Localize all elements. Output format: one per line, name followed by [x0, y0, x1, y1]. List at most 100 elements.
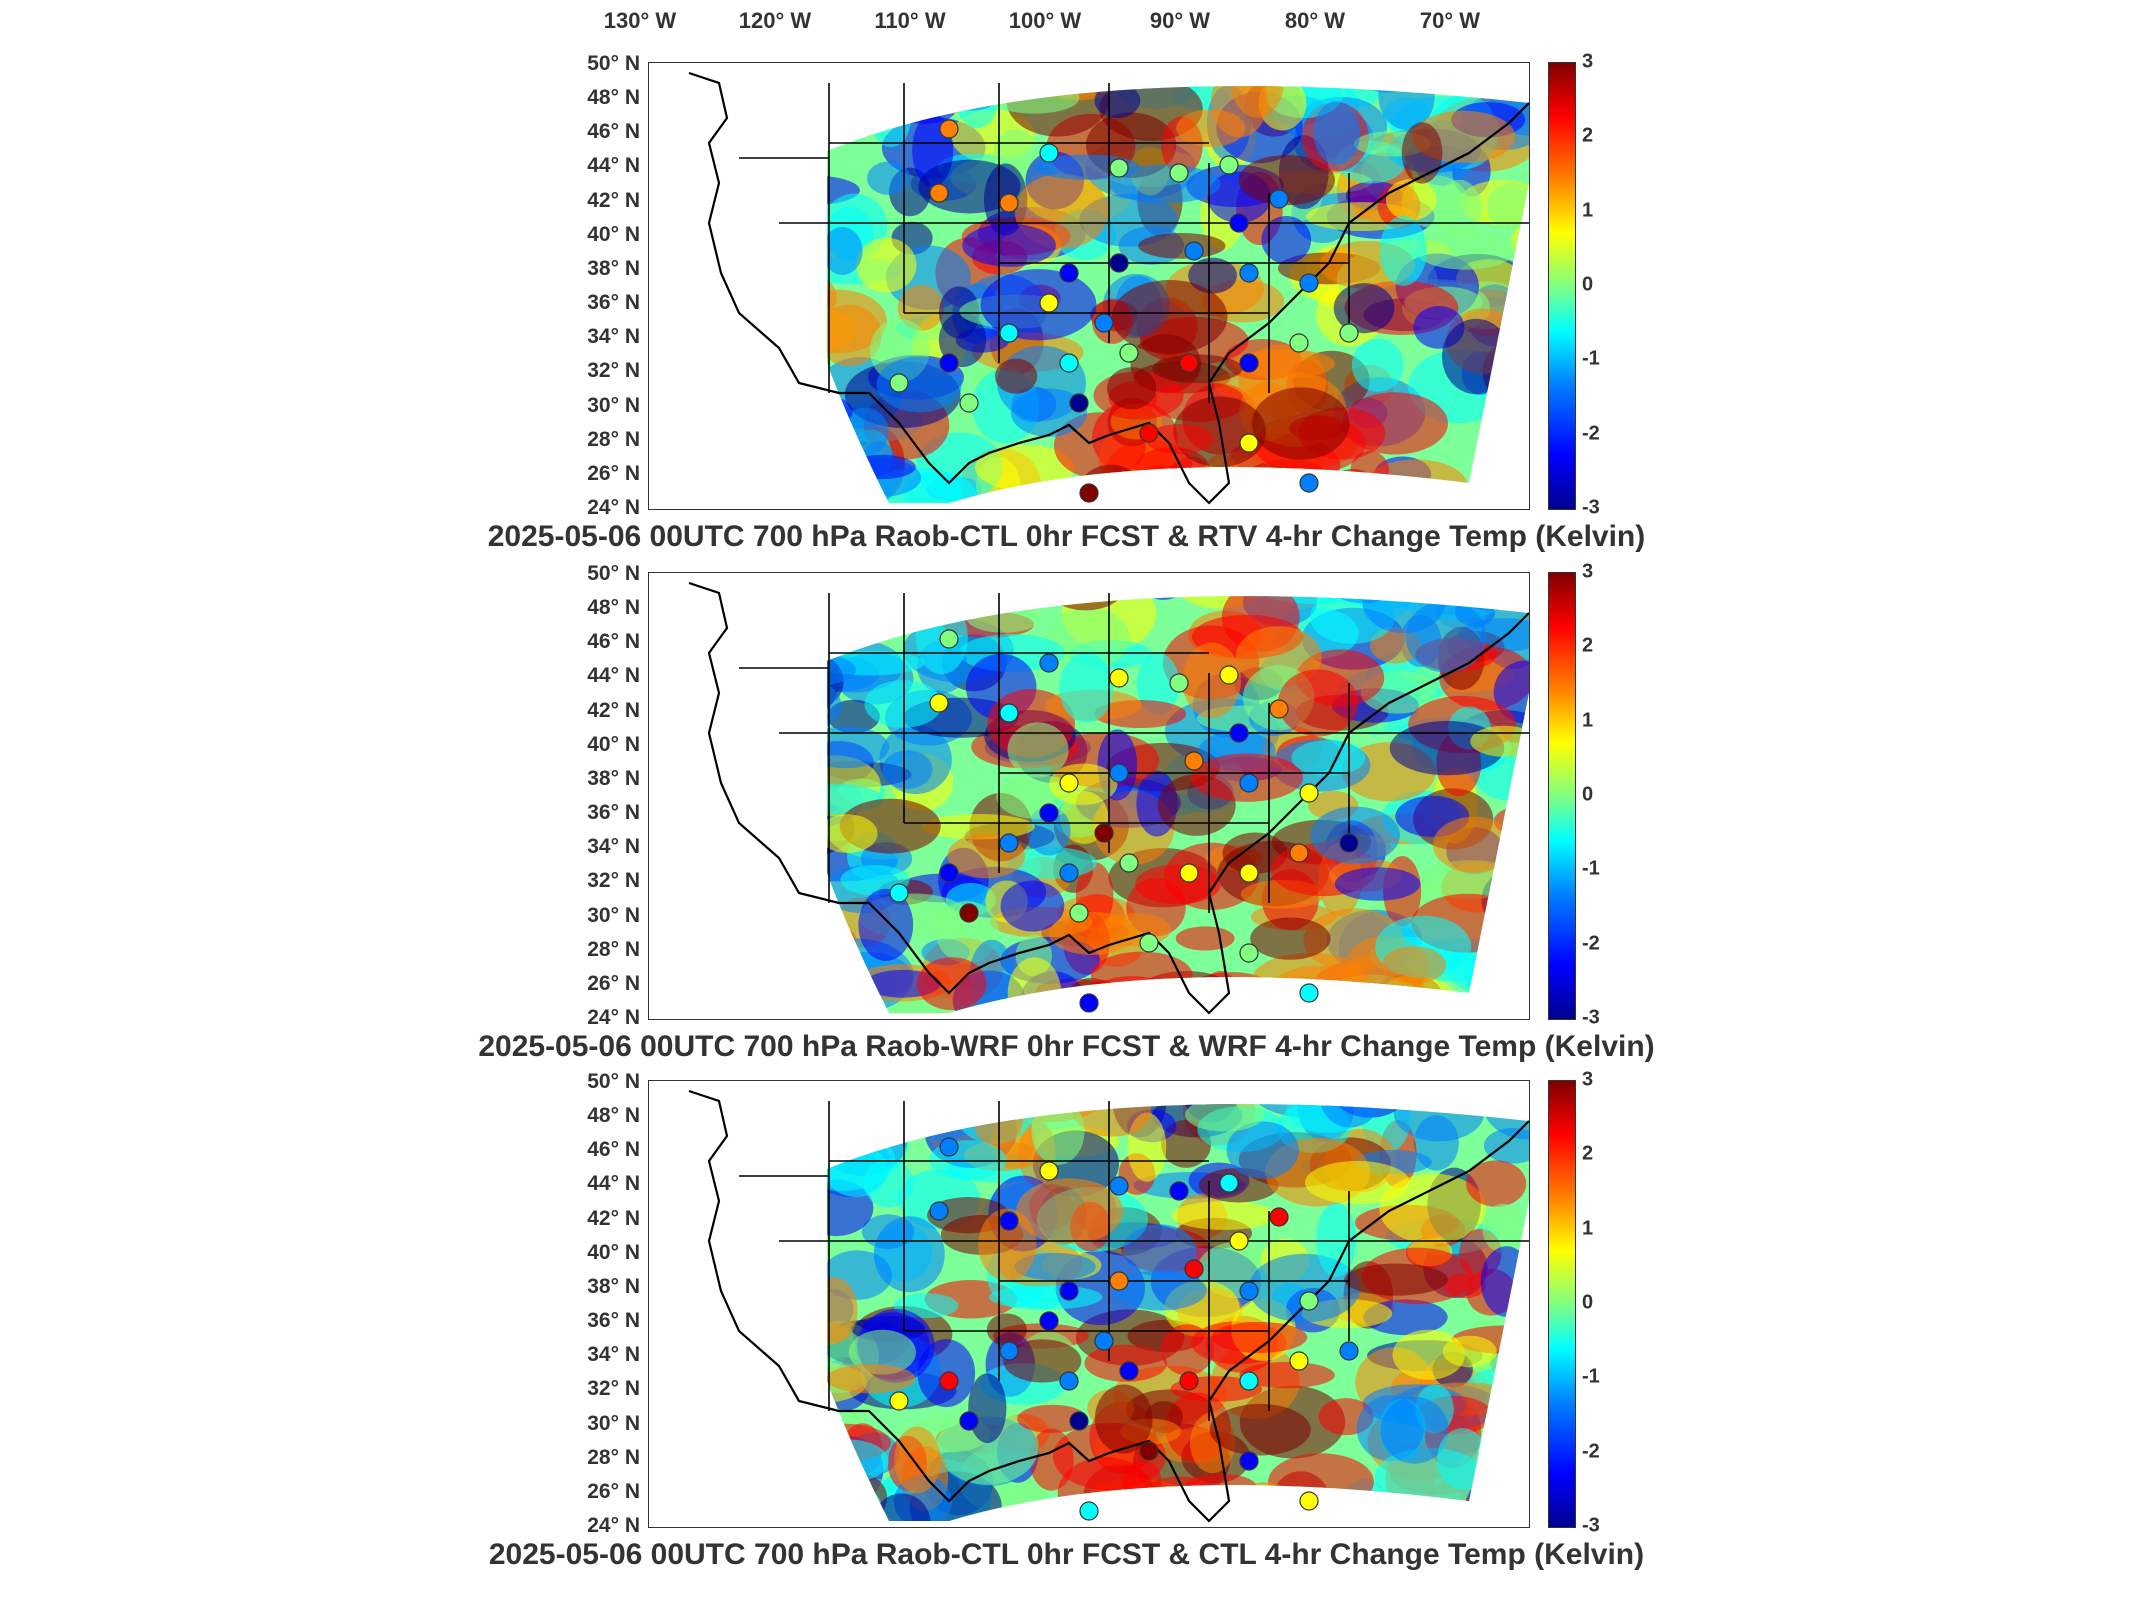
lat-tick-label: 46° N [587, 1138, 640, 1162]
raob-station-marker [1094, 823, 1114, 843]
lat-tick-label: 40° N [587, 222, 640, 246]
latitude-axis: 50° N 48° N 46° N 44° N 42° N 40° N 38° N 36° N… [560, 560, 640, 1030]
lat-tick-label: 34° N [587, 835, 640, 859]
lon-tick-label: 80° W [1284, 8, 1346, 33]
raob-station-marker [1119, 853, 1139, 873]
lat-tick-label: 38° N [587, 256, 640, 280]
colorbar-tick-label: 2 [1582, 634, 1594, 657]
lat-tick-label: 28° N [587, 1445, 640, 1469]
map-frame[interactable] [648, 1080, 1530, 1528]
raob-station-marker [1239, 433, 1259, 453]
panel-title: 2025-05-06 00UTC 700 hPa Raob-CTL 0hr FC… [487, 520, 1646, 553]
lon-tick-label: 110° W [874, 8, 946, 33]
map-frame[interactable] [648, 572, 1530, 1020]
raob-station-marker [1239, 863, 1259, 883]
raob-station-marker [1219, 1173, 1239, 1193]
raob-station-marker [1299, 273, 1319, 293]
raob-station-marker [1094, 1331, 1114, 1351]
map-frame[interactable] [648, 62, 1530, 510]
lat-tick-label: 46° N [587, 120, 640, 144]
colorbar-tick-label: -3 [1582, 496, 1600, 519]
colorbar [1548, 572, 1576, 1020]
raob-station-marker [999, 193, 1019, 213]
lat-tick-label: 42° N [587, 1206, 640, 1230]
raob-station-marker [1239, 263, 1259, 283]
lon-tick-label: 130° W [603, 8, 677, 33]
raob-station-marker [1339, 833, 1359, 853]
lon-tick-label: 70° W [1419, 8, 1481, 33]
lat-tick-label: 28° N [587, 427, 640, 451]
lat-tick-label: 24° N [587, 1006, 640, 1029]
lat-tick-label: 44° N [587, 154, 640, 178]
lon-tick-label: 100° W [1008, 8, 1082, 33]
lat-tick-label: 42° N [587, 698, 640, 722]
raob-station-marker [1059, 773, 1079, 793]
raob-station-marker [1339, 1341, 1359, 1361]
lon-tick-label: 90° W [1149, 8, 1211, 33]
lat-tick-label: 28° N [587, 937, 640, 961]
raob-station-marker [1289, 333, 1309, 353]
colorbar-tick-label: 3 [1582, 1068, 1594, 1091]
raob-station-marker [1269, 1207, 1289, 1227]
raob-station-marker [939, 353, 959, 373]
latitude-axis: 50° N 48° N 46° N 44° N 42° N 40° N 38° N 36° N… [560, 1068, 640, 1538]
raob-station-marker [1094, 313, 1114, 333]
colorbar-tick-label: 1 [1582, 1217, 1594, 1240]
raob-station-marker [999, 833, 1019, 853]
raob-station-marker [889, 883, 909, 903]
lat-tick-label: 42° N [587, 188, 640, 212]
raob-station-marker [1079, 483, 1099, 503]
raob-station-marker [1039, 143, 1059, 163]
raob-station-marker [1179, 353, 1199, 373]
lat-tick-label: 24° N [587, 496, 640, 519]
raob-station-marker [999, 703, 1019, 723]
temperature-field [827, 86, 1529, 504]
colorbar [1548, 62, 1576, 510]
colorbar [1548, 1080, 1576, 1528]
lat-tick-label: 34° N [587, 325, 640, 349]
lat-tick-label: 48° N [587, 1104, 640, 1128]
raob-station-marker [1229, 723, 1249, 743]
raob-station-marker [1339, 323, 1359, 343]
coastline [688, 71, 1529, 505]
coastline [688, 581, 1529, 1015]
raob-station-marker [1299, 983, 1319, 1003]
lat-tick-label: 32° N [587, 359, 640, 383]
raob-station-marker [889, 1391, 909, 1411]
raob-station-marker [1179, 1371, 1199, 1391]
raob-station-marker [1269, 189, 1289, 209]
raob-station-marker [1229, 213, 1249, 233]
raob-station-marker [939, 629, 959, 649]
raob-station-marker [1039, 803, 1059, 823]
lat-tick-label: 40° N [587, 1240, 640, 1264]
raob-station-marker [1069, 903, 1089, 923]
raob-station-marker [1059, 353, 1079, 373]
colorbar-tick-label: 3 [1582, 50, 1594, 73]
colorbar-tick-label: 2 [1582, 124, 1594, 147]
raob-station-marker [999, 1211, 1019, 1231]
raob-station-marker [929, 183, 949, 203]
lat-tick-label: 44° N [587, 1172, 640, 1196]
lat-tick-label: 30° N [587, 903, 640, 927]
lat-tick-label: 24° N [587, 1514, 640, 1537]
lat-tick-label: 48° N [587, 596, 640, 620]
raob-station-marker [1299, 783, 1319, 803]
raob-station-marker [1139, 1441, 1159, 1461]
raob-station-marker [939, 119, 959, 139]
lat-tick-label: 26° N [587, 1479, 640, 1503]
raob-station-marker [1059, 863, 1079, 883]
temperature-map [688, 1089, 1529, 1523]
raob-station-marker [959, 903, 979, 923]
temperature-map [688, 71, 1529, 505]
colorbar-tick-label: -3 [1582, 1006, 1600, 1029]
raob-station-marker [1184, 1259, 1204, 1279]
lat-tick-label: 34° N [587, 1343, 640, 1367]
raob-station-marker [1239, 1371, 1259, 1391]
raob-station-marker [1039, 293, 1059, 313]
raob-station-marker [1179, 863, 1199, 883]
raob-station-marker [1039, 1161, 1059, 1181]
longitude-axis: 130° W 120° W 110° W 100° W 90° W 80° W … [0, 0, 2133, 60]
lat-tick-label: 36° N [587, 801, 640, 825]
colorbar-tick-label: -2 [1582, 932, 1600, 955]
raob-station-marker [1079, 993, 1099, 1013]
